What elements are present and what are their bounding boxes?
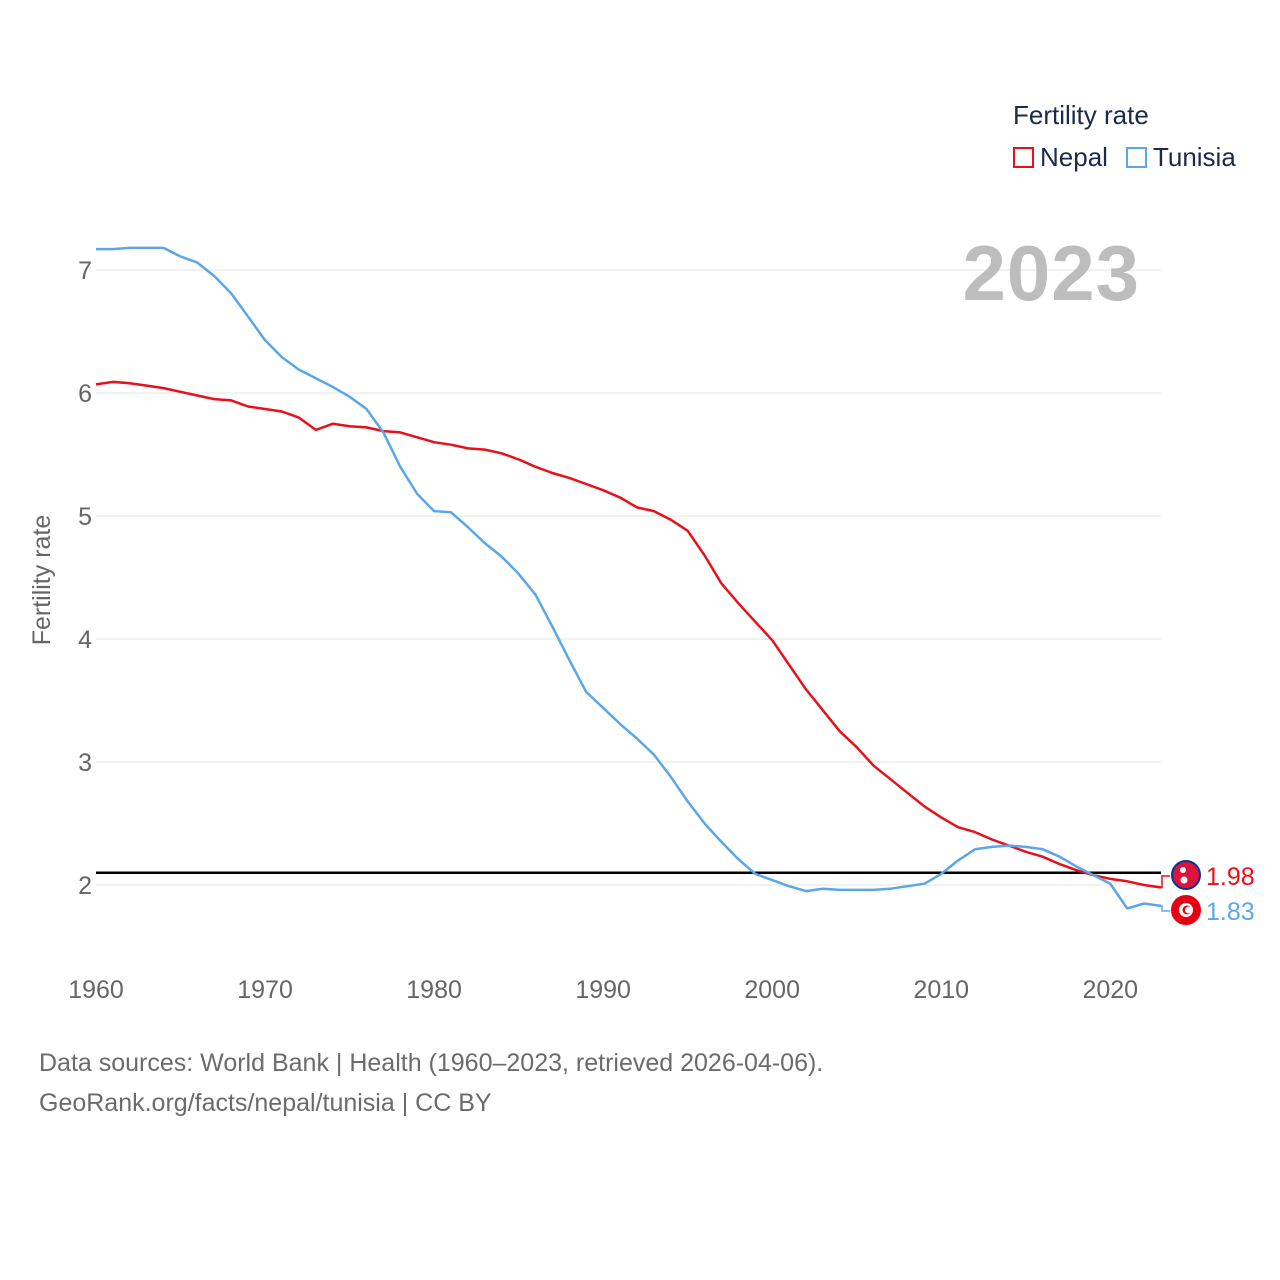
grid-lines (96, 269, 1161, 886)
data-source-footer: Data sources: World Bank | Health (1960–… (39, 1043, 823, 1123)
end-value-label-nepal: 1.98 (1206, 863, 1255, 891)
x-tick-label-2020: 2020 (1082, 976, 1138, 1004)
y-tick-label-7: 7 (78, 257, 92, 285)
legend-label-tunisia: Tunisia (1152, 142, 1236, 172)
y-tick-label-5: 5 (78, 503, 92, 531)
y-tick-label-6: 6 (78, 380, 92, 408)
end-value-label-tunisia: 1.83 (1206, 898, 1255, 926)
x-tick-label-1960: 1960 (68, 976, 124, 1004)
legend: Nepal Tunisia (1013, 142, 1236, 173)
source-line: Data sources: World Bank | Health (1960–… (39, 1049, 824, 1077)
legend-swatch-tunisia (1125, 147, 1147, 168)
y-tick-label-3: 3 (78, 749, 92, 777)
x-tick-label-1980: 1980 (406, 976, 462, 1004)
legend-swatch-nepal (1013, 147, 1034, 168)
nepal-flag-icon (1171, 860, 1201, 890)
end-connector-nepal (1161, 875, 1170, 889)
x-axis-ticks: 1960 1970 1980 1990 2000 2010 2020 (68, 976, 1138, 1004)
series-line-nepal (95, 380, 1162, 889)
y-axis-ticks: 2 3 4 5 6 7 (78, 257, 92, 900)
legend-item-tunisia[interactable]: Tunisia (1125, 142, 1236, 173)
series-line-tunisia (96, 246, 1162, 910)
end-connector-tunisia (1161, 905, 1170, 912)
nepal-flag-sun-icon (1180, 876, 1188, 884)
x-tick-label-1990: 1990 (575, 976, 631, 1004)
attribution-line[interactable]: GeoRank.org/facts/nepal/tunisia | CC BY (39, 1089, 492, 1117)
y-tick-label-2: 2 (78, 872, 92, 900)
x-tick-label-1970: 1970 (237, 976, 293, 1004)
year-stamp: 2023 (962, 229, 1140, 317)
legend-item-nepal[interactable]: Nepal (1013, 142, 1108, 173)
y-tick-label-4: 4 (78, 626, 92, 654)
y-axis-label: Fertility rate (28, 515, 56, 646)
end-labels: 1.98 1.83 (1161, 860, 1255, 926)
legend-title: Fertility rate (1013, 100, 1149, 130)
x-tick-label-2010: 2010 (913, 976, 969, 1004)
nepal-flag-moon-icon (1180, 867, 1186, 873)
series-lines (95, 246, 1162, 910)
legend-label-nepal: Nepal (1040, 142, 1108, 172)
tunisia-flag-crescent-cut-icon (1185, 906, 1192, 914)
x-tick-label-2000: 2000 (744, 976, 800, 1004)
